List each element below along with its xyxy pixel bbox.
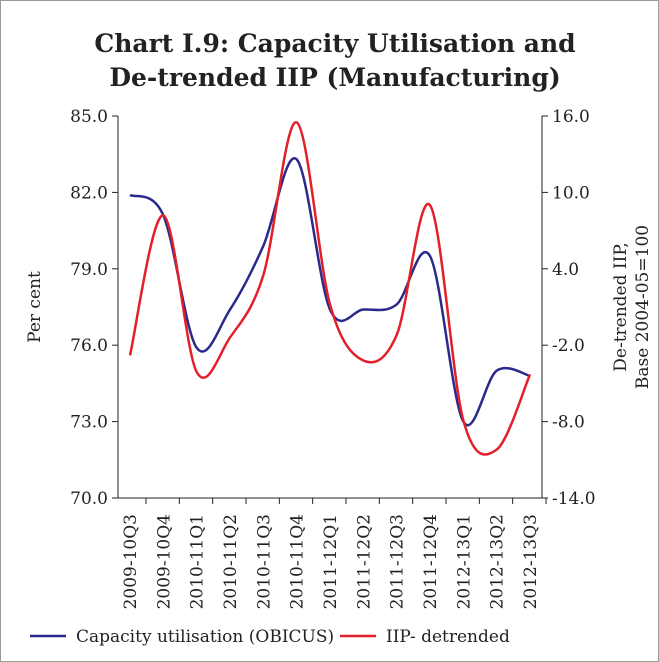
y2-tick-label: -8.0 xyxy=(552,413,585,433)
y-tick-label: 73.0 xyxy=(70,413,108,433)
x-tick-label: 2009-10Q4 xyxy=(154,514,174,609)
x-tick-label: 2010-11Q1 xyxy=(188,514,208,609)
chart-title: De-trended IIP (Manufacturing) xyxy=(109,63,560,92)
y2-axis-label: Base 2004-05=100 xyxy=(633,225,653,389)
y2-tick-label: -2.0 xyxy=(552,336,585,356)
y-axis-label: Per cent xyxy=(25,271,45,343)
x-tick-label: 2010-11Q3 xyxy=(254,514,274,609)
legend-label: IIP- detrended xyxy=(386,627,510,647)
y2-tick-label: 16.0 xyxy=(552,107,590,127)
x-tick-label: 2011-12Q1 xyxy=(321,514,341,609)
x-tick-label: 2012-13Q2 xyxy=(488,514,508,609)
y2-tick-label: 4.0 xyxy=(552,260,579,280)
y-tick-label: 85.0 xyxy=(70,107,108,127)
line xyxy=(129,157,531,427)
line xyxy=(128,121,532,456)
x-tick-label: 2012-13Q3 xyxy=(521,514,541,609)
y2-tick-label: -14.0 xyxy=(552,489,596,509)
y-tick-label: 79.0 xyxy=(70,260,108,280)
x-tick-label: 2011-12Q4 xyxy=(421,514,441,609)
legend-label: Capacity utilisation (OBICUS) xyxy=(76,627,334,647)
x-tick-label: 2012-13Q1 xyxy=(454,514,474,609)
y-tick-label: 82.0 xyxy=(70,183,108,203)
chart-title: Chart I.9: Capacity Utilisation and xyxy=(94,29,575,58)
x-tick-label: 2010-11Q2 xyxy=(221,514,241,609)
x-tick-label: 2011-12Q3 xyxy=(388,514,408,609)
y-tick-label: 76.0 xyxy=(70,336,108,356)
x-tick-label: 2009-10Q3 xyxy=(121,514,141,609)
y2-tick-label: 10.0 xyxy=(552,183,590,203)
x-tick-label: 2011-12Q2 xyxy=(354,514,374,609)
x-tick-label: 2010-11Q4 xyxy=(288,514,308,609)
y2-axis-label: De-trended IIP, xyxy=(611,242,631,371)
y-tick-label: 70.0 xyxy=(70,489,108,509)
